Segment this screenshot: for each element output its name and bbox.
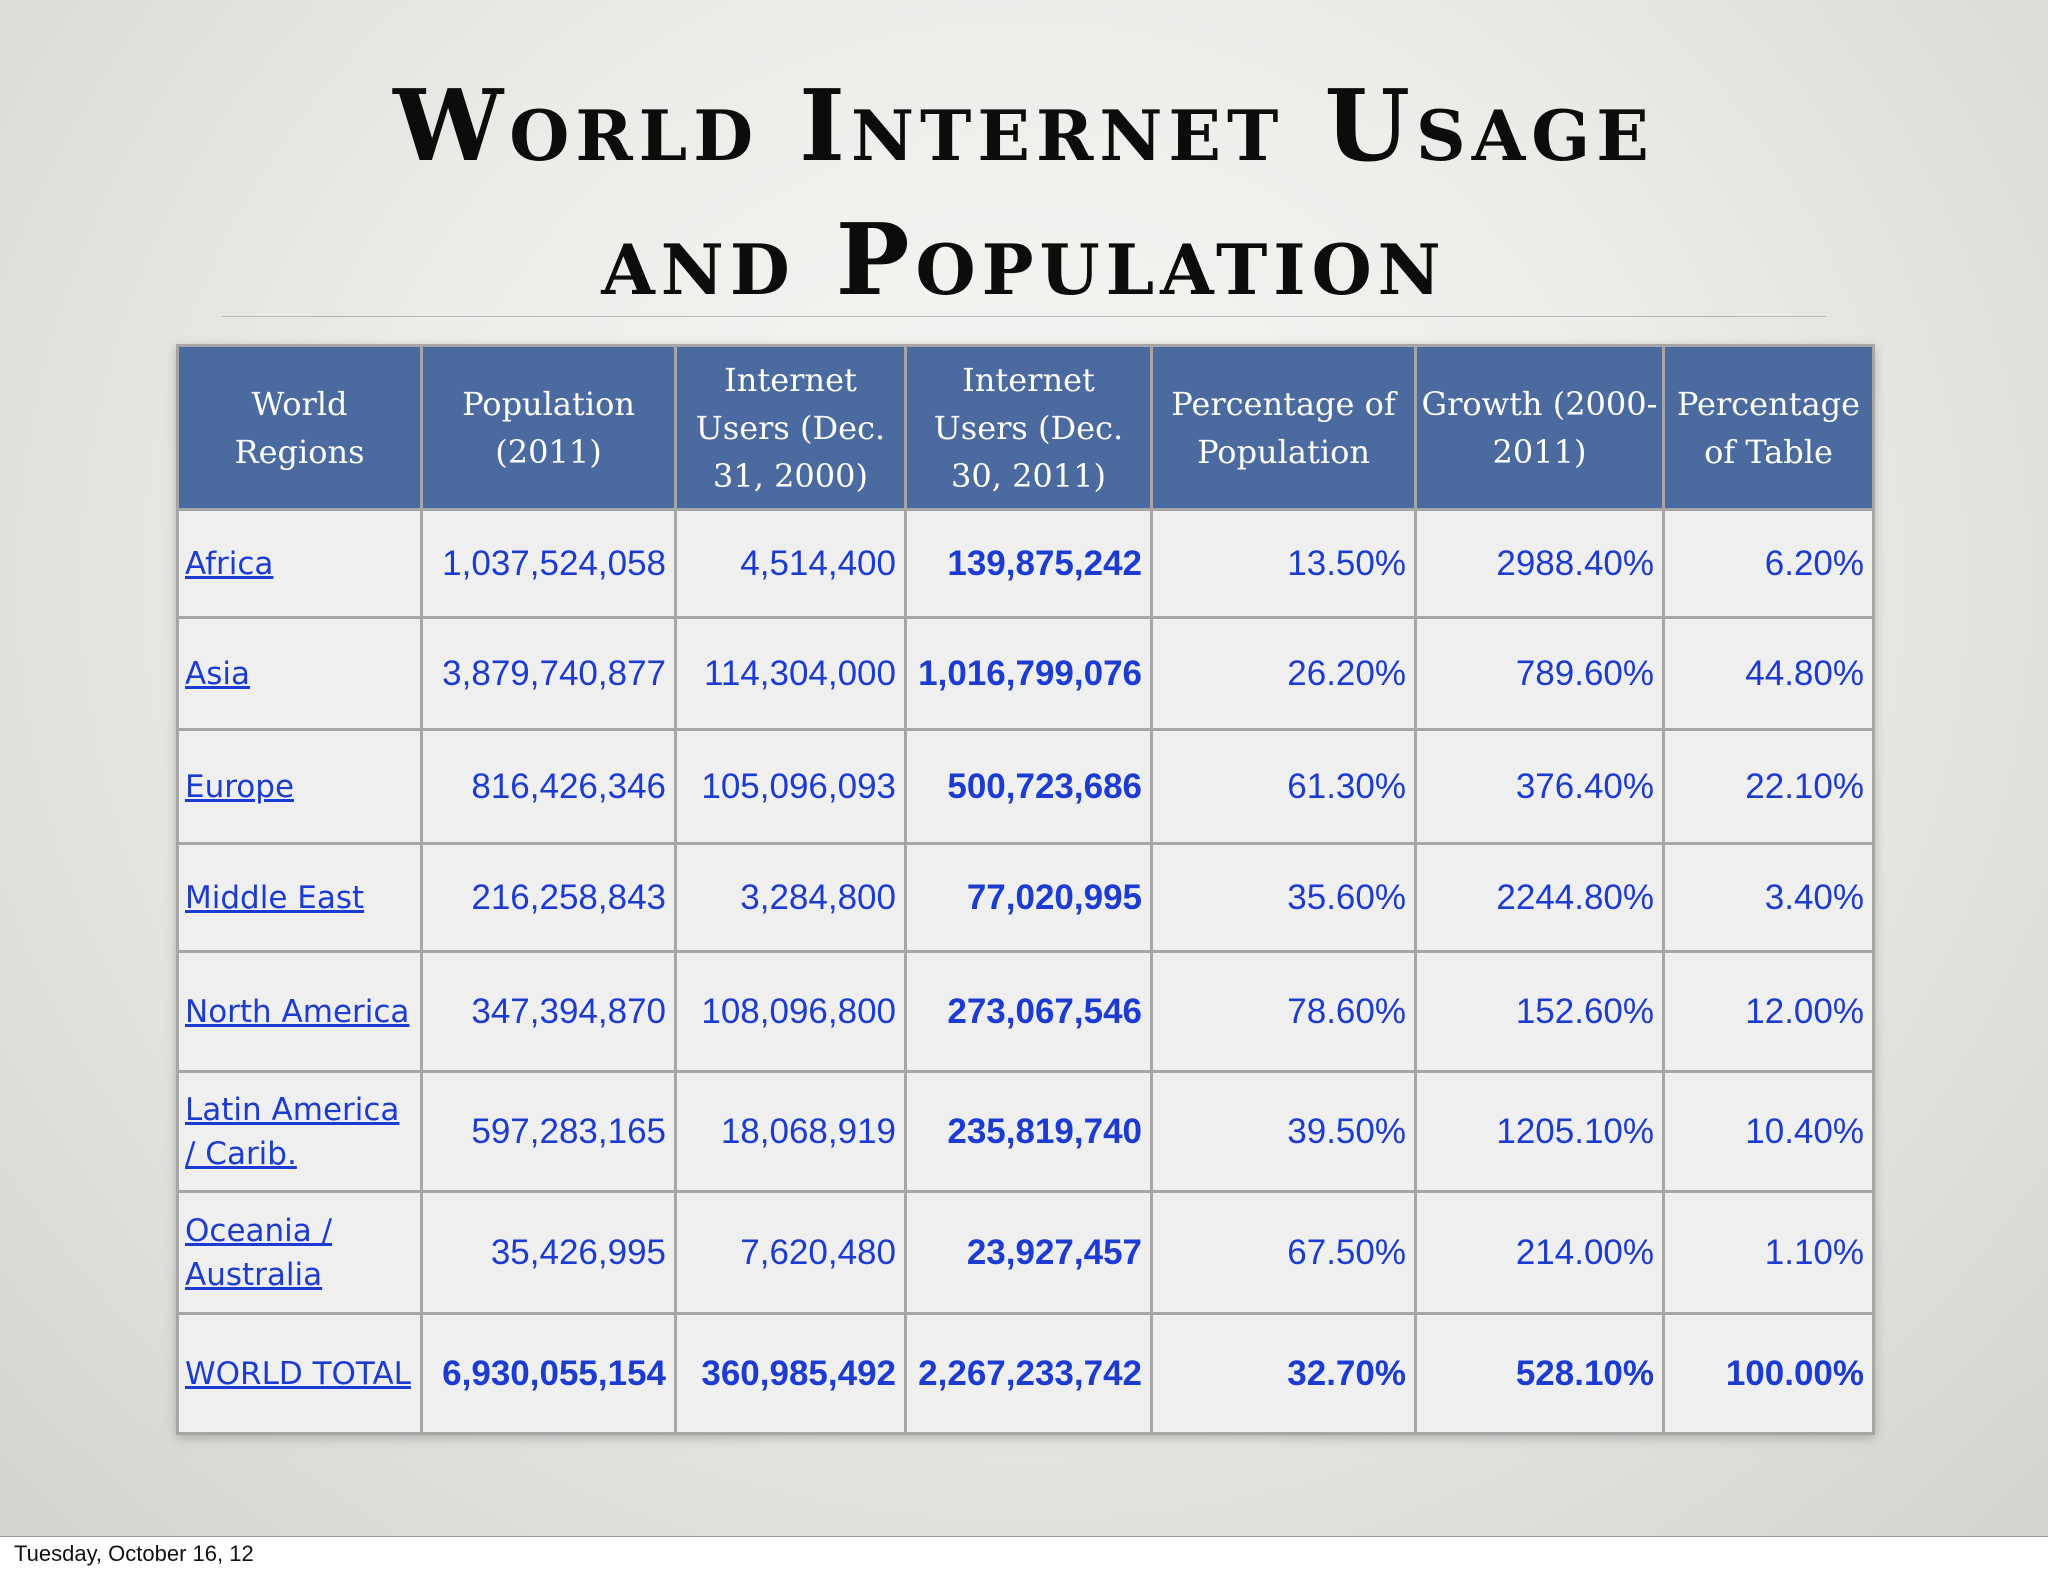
header-percentage-population: Percentage of Population: [1150, 344, 1417, 511]
title-divider: [222, 316, 1826, 317]
region-link-latin-america[interactable]: Latin America / Carib.: [185, 1091, 400, 1172]
region-link-africa[interactable]: Africa: [185, 545, 274, 582]
internet-usage-table: World Regions Population (2011) Internet…: [176, 344, 1875, 1435]
table-row: Asia 3,879,740,877 114,304,000 1,016,799…: [176, 616, 1875, 731]
slide-title-line-2: and Population: [601, 203, 1447, 318]
growth-cell: 789.60%: [1414, 616, 1665, 731]
pct-table-cell: 44.80%: [1662, 616, 1875, 731]
total-users-2000-cell: 360,985,492: [674, 1312, 907, 1435]
table-row: North America 347,394,870 108,096,800 27…: [176, 950, 1875, 1073]
pct-table-cell: 3.40%: [1662, 842, 1875, 953]
total-population-cell: 6,930,055,154: [420, 1312, 677, 1435]
table-header-row: World Regions Population (2011) Internet…: [176, 344, 1875, 511]
population-cell: 35,426,995: [420, 1190, 677, 1315]
population-cell: 347,394,870: [420, 950, 677, 1073]
population-cell: 3,879,740,877: [420, 616, 677, 731]
growth-cell: 152.60%: [1414, 950, 1665, 1073]
pct-table-cell: 12.00%: [1662, 950, 1875, 1073]
growth-cell: 2244.80%: [1414, 842, 1665, 953]
pct-population-cell: 26.20%: [1150, 616, 1417, 731]
table-row: Latin America / Carib. 597,283,165 18,06…: [176, 1070, 1875, 1193]
footer-date: Tuesday, October 16, 12: [14, 1541, 254, 1566]
region-link-europe[interactable]: Europe: [185, 768, 295, 805]
pct-population-cell: 67.50%: [1150, 1190, 1417, 1315]
region-link-world-total[interactable]: WORLD TOTAL: [185, 1355, 411, 1392]
region-cell[interactable]: Europe: [176, 728, 423, 845]
region-link-north-america[interactable]: North America: [185, 993, 410, 1030]
pct-table-cell: 10.40%: [1662, 1070, 1875, 1193]
users-2011-cell: 1,016,799,076: [904, 616, 1153, 731]
pct-table-cell: 22.10%: [1662, 728, 1875, 845]
region-link-asia[interactable]: Asia: [185, 655, 250, 692]
slide-title: World Internet Usage and Population: [0, 60, 2048, 328]
table-row: Middle East 216,258,843 3,284,800 77,020…: [176, 842, 1875, 953]
region-cell[interactable]: Asia: [176, 616, 423, 731]
table-row: Oceania / Australia 35,426,995 7,620,480…: [176, 1190, 1875, 1315]
users-2000-cell: 108,096,800: [674, 950, 907, 1073]
header-world-regions: World Regions: [176, 344, 423, 511]
users-2011-cell: 235,819,740: [904, 1070, 1153, 1193]
pct-table-cell: 1.10%: [1662, 1190, 1875, 1315]
pct-population-cell: 39.50%: [1150, 1070, 1417, 1193]
region-cell[interactable]: Latin America / Carib.: [176, 1070, 423, 1193]
region-cell[interactable]: North America: [176, 950, 423, 1073]
total-users-2011-cell: 2,267,233,742: [904, 1312, 1153, 1435]
users-2000-cell: 105,096,093: [674, 728, 907, 845]
users-2000-cell: 18,068,919: [674, 1070, 907, 1193]
population-cell: 1,037,524,058: [420, 508, 677, 619]
users-2011-cell: 77,020,995: [904, 842, 1153, 953]
header-population: Population (2011): [420, 344, 677, 511]
total-pct-table-cell: 100.00%: [1662, 1312, 1875, 1435]
region-cell[interactable]: Africa: [176, 508, 423, 619]
growth-cell: 1205.10%: [1414, 1070, 1665, 1193]
population-cell: 597,283,165: [420, 1070, 677, 1193]
users-2011-cell: 500,723,686: [904, 728, 1153, 845]
region-link-middle-east[interactable]: Middle East: [185, 879, 365, 916]
header-percentage-table: Percentage of Table: [1662, 344, 1875, 511]
region-link-oceania[interactable]: Oceania / Australia: [185, 1212, 333, 1293]
users-2011-cell: 23,927,457: [904, 1190, 1153, 1315]
total-pct-population-cell: 32.70%: [1150, 1312, 1417, 1435]
header-users-2011: Internet Users (Dec. 30, 2011): [904, 344, 1153, 511]
users-2000-cell: 3,284,800: [674, 842, 907, 953]
pct-population-cell: 35.60%: [1150, 842, 1417, 953]
region-cell[interactable]: Oceania / Australia: [176, 1190, 423, 1315]
population-cell: 816,426,346: [420, 728, 677, 845]
total-growth-cell: 528.10%: [1414, 1312, 1665, 1435]
pct-population-cell: 61.30%: [1150, 728, 1417, 845]
region-cell[interactable]: Middle East: [176, 842, 423, 953]
table-row: Africa 1,037,524,058 4,514,400 139,875,2…: [176, 508, 1875, 619]
header-users-2000: Internet Users (Dec. 31, 2000): [674, 344, 907, 511]
growth-cell: 376.40%: [1414, 728, 1665, 845]
users-2000-cell: 4,514,400: [674, 508, 907, 619]
slide-title-line-1: World Internet Usage: [393, 69, 1655, 184]
users-2011-cell: 273,067,546: [904, 950, 1153, 1073]
table-row: Europe 816,426,346 105,096,093 500,723,6…: [176, 728, 1875, 845]
pct-table-cell: 6.20%: [1662, 508, 1875, 619]
slide: World Internet Usage and Population Worl…: [0, 0, 2048, 1537]
table-total-row: WORLD TOTAL 6,930,055,154 360,985,492 2,…: [176, 1312, 1875, 1435]
growth-cell: 2988.40%: [1414, 508, 1665, 619]
users-2000-cell: 7,620,480: [674, 1190, 907, 1315]
population-cell: 216,258,843: [420, 842, 677, 953]
growth-cell: 214.00%: [1414, 1190, 1665, 1315]
header-growth: Growth (2000-2011): [1414, 344, 1665, 511]
pct-population-cell: 78.60%: [1150, 950, 1417, 1073]
users-2000-cell: 114,304,000: [674, 616, 907, 731]
pct-population-cell: 13.50%: [1150, 508, 1417, 619]
users-2011-cell: 139,875,242: [904, 508, 1153, 619]
region-cell[interactable]: WORLD TOTAL: [176, 1312, 423, 1435]
